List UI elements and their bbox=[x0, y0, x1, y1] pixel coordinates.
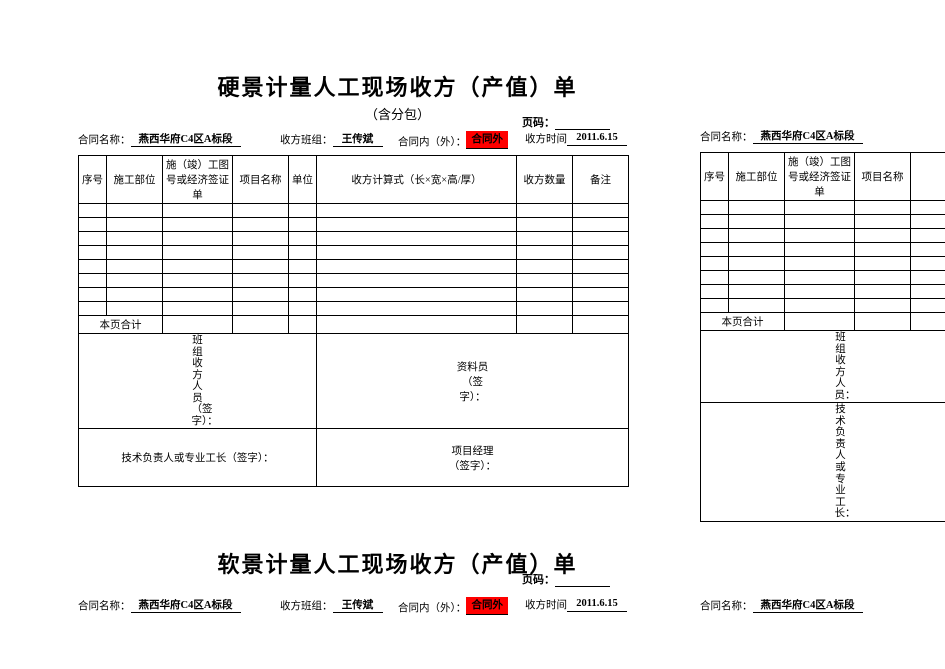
table-row bbox=[701, 299, 945, 313]
form1-main-table-wrap: 序号 施工部位 施（竣）工图号或经济签证单 项目名称 单位 收方计算式（长×宽×… bbox=[78, 155, 629, 487]
form1: 硬景计量人工现场收方（产值）单 （含分包） 页码： 合同名称： 燕西华府C4区A… bbox=[0, 70, 945, 487]
col-seq-dup: 序号 bbox=[701, 153, 729, 201]
col-qty: 收方数量 bbox=[517, 156, 573, 204]
form1-subtitle: （含分包） bbox=[0, 104, 945, 123]
table-row bbox=[701, 215, 945, 229]
tech-sign-cell: 技术负责人或专业工长（签字）： bbox=[79, 429, 317, 487]
tech-sign-label: 技术负责人或专业工长（签字）： bbox=[121, 453, 273, 464]
col-unit: 单位 bbox=[289, 156, 317, 204]
inout-label-2: 合同内（外）： bbox=[398, 600, 466, 615]
table-row bbox=[79, 260, 629, 274]
table-row bbox=[701, 271, 945, 285]
table-row bbox=[79, 232, 629, 246]
table-row bbox=[79, 288, 629, 302]
col-drawing: 施（竣）工图号或经济签证单 bbox=[163, 156, 233, 204]
col-drawing-dup: 施（竣）工图号或经济签证单 bbox=[785, 153, 855, 201]
team-value: 王传斌 bbox=[333, 131, 383, 147]
contract-name-value: 燕西华府C4区A标段 bbox=[131, 131, 241, 147]
inout-value: 合同外 bbox=[466, 131, 508, 149]
col-part-dup: 施工部位 bbox=[729, 153, 785, 201]
pm-sign-cell: 项目经理（签字）： bbox=[317, 429, 629, 487]
contract-name-value-2: 燕西华府C4区A标段 bbox=[131, 597, 241, 613]
table-row bbox=[701, 257, 945, 271]
team-label-2: 收方班组： bbox=[280, 598, 333, 613]
doc-sign-label: 资料员（签字）： bbox=[453, 359, 493, 404]
team-sign-cell: 班组收方人员（签字）： bbox=[79, 334, 317, 429]
col-calc: 收方计算式（长×宽×高/厚） bbox=[317, 156, 517, 204]
form2-title: 软景计量人工现场收方（产值）单 bbox=[0, 547, 945, 579]
page-label: 页码： bbox=[522, 117, 555, 129]
col-remark: 备注 bbox=[573, 156, 629, 204]
sign-row-1: 班组收方人员（签字）： 资料员（签字）： bbox=[79, 334, 629, 429]
col-seq: 序号 bbox=[79, 156, 107, 204]
contract-name-value-2-dup: 燕西华府C4区A标段 bbox=[753, 597, 863, 613]
time-value: 2011.6.15 bbox=[567, 132, 627, 146]
doc-sign-cell: 资料员（签字）： bbox=[317, 334, 629, 429]
subtotal-row-dup: 本页合计 bbox=[701, 313, 945, 331]
col-part: 施工部位 bbox=[107, 156, 163, 204]
form1-right-table: 序号 施工部位 施（竣）工图号或经济签证单 项目名称 本页合计 bbox=[700, 152, 945, 522]
table-row bbox=[79, 302, 629, 316]
tech-sign-label-dup: 技术负责人或专业工长： bbox=[835, 404, 847, 519]
form2-meta: 合同名称： 燕西华府C4区A标段 收方班组： 王传斌 合同内（外）： 合同外 收… bbox=[0, 597, 945, 619]
contract-name-label: 合同名称： bbox=[78, 132, 131, 147]
time-label-2: 收方时间 bbox=[525, 597, 567, 612]
form1-main-table: 序号 施工部位 施（竣）工图号或经济签证单 项目名称 单位 收方计算式（长×宽×… bbox=[78, 155, 629, 487]
form1-right-dup: 合同名称： 燕西华府C4区A标段 序号 施工部位 施（竣）工图号或经济签证单 项… bbox=[680, 128, 945, 522]
team-sign-label: 班组收方人员（签字）： bbox=[192, 335, 204, 427]
contract-name-label-dup: 合同名称： bbox=[700, 129, 753, 144]
sign-row-1-dup: 班组收方人员： bbox=[701, 331, 945, 403]
form2-page-no: 页码： bbox=[522, 571, 610, 587]
table-row bbox=[701, 201, 945, 215]
sign-row-2: 技术负责人或专业工长（签字）： 项目经理（签字）： bbox=[79, 429, 629, 487]
team-sign-label-dup: 班组收方人员： bbox=[835, 332, 847, 401]
form2: 软景计量人工现场收方（产值）单 页码： 合同名称： 燕西华府C4区A标段 收方班… bbox=[0, 547, 945, 619]
pm-sign-label: 项目经理（签字）： bbox=[448, 443, 498, 473]
subtotal-label-dup: 本页合计 bbox=[701, 313, 785, 331]
contract-name-label-2: 合同名称： bbox=[78, 598, 131, 613]
form1-title: 硬景计量人工现场收方（产值）单 bbox=[0, 70, 945, 102]
time-value-2: 2011.6.15 bbox=[567, 598, 627, 612]
team-sign-cell-dup: 班组收方人员： bbox=[701, 331, 945, 403]
contract-name-value-dup: 燕西华府C4区A标段 bbox=[753, 128, 863, 144]
page-label-2: 页码： bbox=[522, 574, 555, 586]
time-label: 收方时间 bbox=[525, 131, 567, 146]
tech-sign-cell-dup: 技术负责人或专业工长： bbox=[701, 403, 945, 521]
sign-row-2-dup: 技术负责人或专业工长： bbox=[701, 403, 945, 521]
inout-value-2: 合同外 bbox=[466, 597, 508, 615]
table-row bbox=[701, 243, 945, 257]
team-value-2: 王传斌 bbox=[333, 597, 383, 613]
table-row bbox=[79, 218, 629, 232]
table-row bbox=[701, 229, 945, 243]
team-label: 收方班组： bbox=[280, 132, 333, 147]
contract-name-label-2-dup: 合同名称： bbox=[700, 598, 753, 613]
inout-label: 合同内（外）： bbox=[398, 134, 466, 149]
table-row bbox=[79, 246, 629, 260]
col-item-dup: 项目名称 bbox=[855, 153, 911, 201]
subtotal-label: 本页合计 bbox=[79, 316, 163, 334]
table-row bbox=[79, 274, 629, 288]
page-value bbox=[555, 118, 610, 130]
table-row bbox=[701, 285, 945, 299]
page-value-2 bbox=[555, 575, 610, 587]
table-row bbox=[79, 204, 629, 218]
col-item: 项目名称 bbox=[233, 156, 289, 204]
form1-page-no: 页码： bbox=[522, 114, 610, 130]
subtotal-row: 本页合计 bbox=[79, 316, 629, 334]
